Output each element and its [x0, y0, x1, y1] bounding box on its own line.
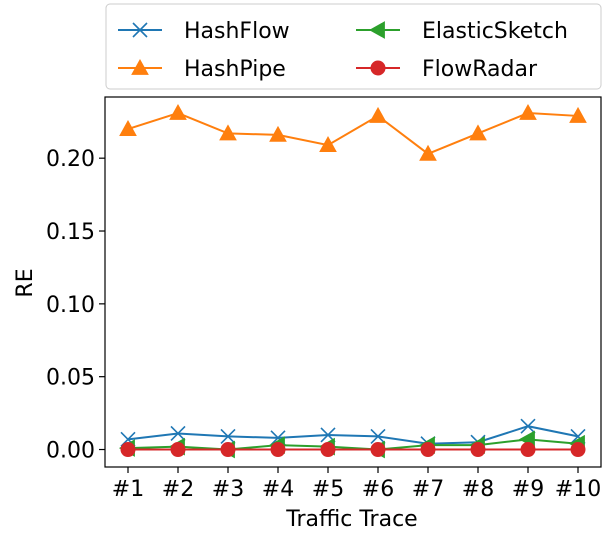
data-point-hashflow-3	[220, 428, 236, 444]
x-tick-label: #10	[555, 477, 601, 502]
y-tick-label: 0.00	[46, 439, 95, 464]
series-line-hashpipe	[127, 111, 579, 155]
data-point-flowradar-5	[320, 442, 336, 458]
data-point-flowradar-8	[470, 442, 486, 458]
data-point-flowradar-9	[520, 442, 536, 458]
data-point-flowradar-10	[570, 442, 586, 458]
x-axis: #1 #2 #3 #4 #5 #6 #7 #8 #9 #10	[112, 467, 601, 502]
series-line-elasticsketch	[127, 438, 579, 451]
data-point-flowradar-7	[420, 442, 436, 458]
data-point-flowradar-1	[120, 442, 136, 458]
legend: HashFlow HashPipe ElasticSketch FlowRadar	[105, 3, 602, 90]
legend-item-hashflow: HashFlow	[118, 19, 290, 44]
y-axis-label: RE	[13, 268, 38, 297]
x-tick-label: #1	[112, 477, 144, 502]
data-point-flowradar-6	[370, 442, 386, 458]
legend-marker	[132, 22, 148, 38]
legend-item-flowradar: FlowRadar	[356, 57, 538, 82]
x-tick-label: #4	[262, 477, 294, 502]
x-tick-label: #6	[362, 477, 394, 502]
data-point-flowradar-2	[170, 442, 186, 458]
x-tick-label: #7	[412, 477, 444, 502]
x-axis-label: Traffic Trace	[285, 507, 417, 532]
x-tick-label: #9	[512, 477, 544, 502]
x-tick-label: #8	[462, 477, 494, 502]
data-point-hashpipe-10	[569, 106, 587, 123]
data-point-flowradar-3	[220, 442, 236, 458]
legend-item-elasticsketch: ElasticSketch	[356, 19, 568, 44]
data-point-hashpipe-3	[219, 124, 237, 141]
data-point-hashpipe-6	[369, 106, 387, 123]
x-tick-label: #5	[312, 477, 344, 502]
y-tick-label: 0.20	[46, 147, 95, 172]
data-point-flowradar-4	[270, 442, 286, 458]
data-point-hashpipe-4	[269, 125, 287, 142]
plot-frame	[104, 96, 602, 468]
y-axis: 0.00 0.05 0.10 0.15 0.20	[46, 147, 105, 464]
data-point-hashflow-6	[370, 428, 386, 444]
legend-marker	[131, 58, 149, 75]
data-point-hashpipe-8	[469, 124, 487, 141]
plot-area	[104, 96, 602, 468]
y-tick-label: 0.05	[46, 366, 95, 391]
data-point-hashpipe-7	[419, 144, 437, 161]
data-point-hashpipe-9	[519, 103, 537, 120]
data-point-hashpipe-5	[319, 136, 337, 152]
series-line-hashflow	[127, 425, 579, 445]
y-tick-label: 0.15	[46, 220, 95, 245]
data-point-hashpipe-2	[169, 103, 187, 120]
legend-marker	[370, 60, 386, 76]
legend-label: FlowRadar	[422, 57, 538, 82]
legend-label: ElasticSketch	[422, 19, 568, 44]
x-tick-label: #3	[212, 477, 244, 502]
legend-item-hashpipe: HashPipe	[118, 57, 286, 82]
data-point-hashflow-9	[520, 418, 536, 434]
legend-box	[105, 3, 602, 90]
y-tick-label: 0.10	[46, 293, 95, 318]
legend-marker	[368, 21, 385, 39]
legend-label: HashFlow	[184, 19, 290, 44]
x-tick-label: #2	[162, 477, 194, 502]
legend-label: HashPipe	[184, 57, 286, 82]
data-point-hashpipe-1	[119, 120, 137, 136]
data-point-hashflow-2	[170, 425, 186, 442]
